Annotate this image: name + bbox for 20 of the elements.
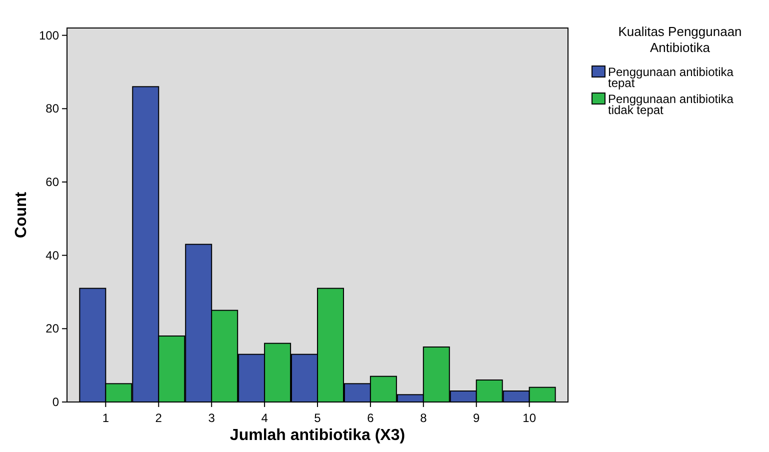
y-tick-label: 0 (52, 395, 60, 409)
x-tick-label: 3 (208, 411, 216, 425)
y-axis-title: Count (13, 191, 30, 238)
legend-label: Penggunaan antibiotika tidak tepat (608, 92, 734, 117)
x-tick-label: 9 (473, 411, 480, 425)
y-tick-label: 80 (46, 102, 60, 116)
x-tick-label: 8 (420, 411, 428, 425)
x-tick-label: 4 (261, 411, 268, 425)
x-tick-label: 10 (522, 411, 536, 425)
x-tick-label: 2 (155, 411, 162, 425)
y-tick-label: 20 (46, 322, 60, 336)
x-tick-label: 6 (367, 411, 374, 425)
legend-title: Kualitas Penggunaan Antibiotika (618, 24, 742, 55)
y-tick-label: 60 (46, 175, 60, 189)
y-tick-label: 100 (38, 28, 60, 42)
x-tick-label: 5 (314, 411, 322, 425)
x-axis-title: Jumlah antibiotika (X3) (230, 427, 406, 444)
legend-label: Penggunaan antibiotika tepat (608, 65, 734, 90)
y-tick-label: 40 (46, 248, 60, 262)
x-tick-label: 1 (102, 411, 110, 425)
